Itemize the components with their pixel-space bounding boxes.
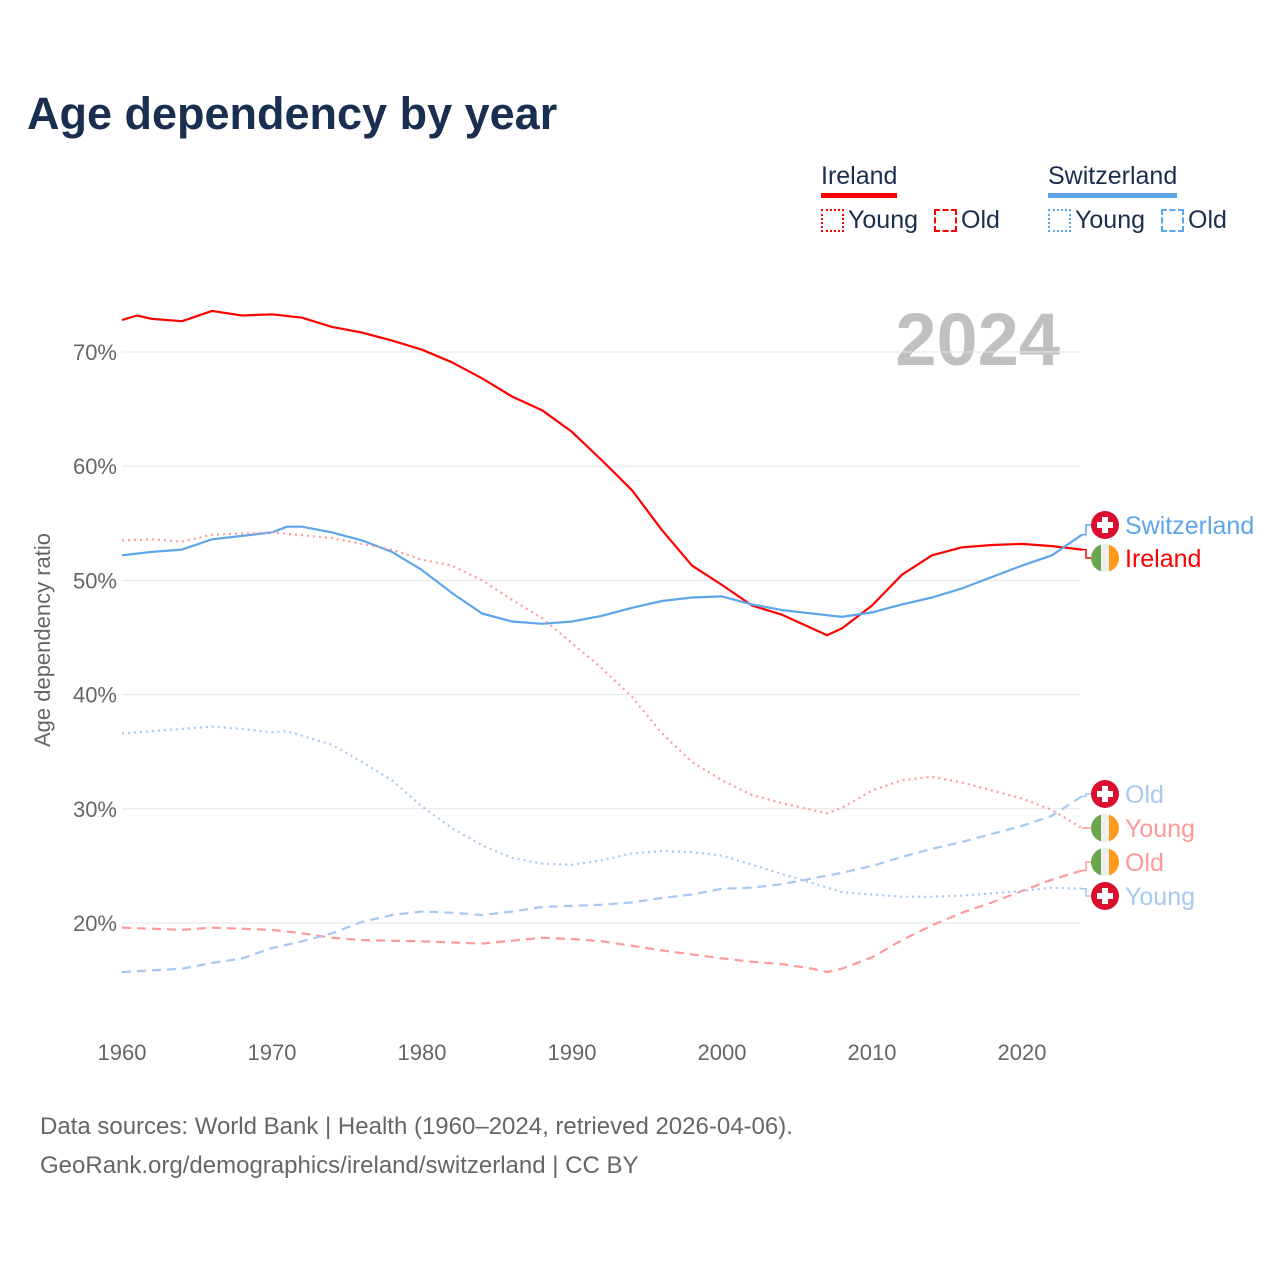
- x-tick-label: 1990: [548, 1040, 597, 1065]
- x-tick-label: 1960: [98, 1040, 147, 1065]
- flag-green: [1091, 544, 1101, 572]
- y-tick-label: 20%: [73, 911, 117, 936]
- ireland-flag-icon: [1091, 544, 1119, 572]
- flag-green: [1091, 814, 1101, 842]
- x-tick-label: 1980: [398, 1040, 447, 1065]
- flag-orange: [1109, 814, 1119, 842]
- connector-ireland: [1082, 548, 1094, 559]
- y-tick-label: 40%: [73, 683, 117, 708]
- legend-ireland-old[interactable]: Old: [934, 206, 1000, 235]
- dashed-swatch-icon: [934, 209, 957, 232]
- legend-item-label: Young: [848, 206, 918, 234]
- flag-cross: [1097, 791, 1113, 797]
- connector-switzerland: [1082, 524, 1094, 536]
- legend-ireland[interactable]: Ireland Young Old: [821, 162, 1000, 235]
- end-label-ireland-old: Old: [1125, 849, 1164, 877]
- legend-item-label: Old: [961, 206, 1000, 234]
- legend-ireland-young[interactable]: Young: [821, 206, 918, 235]
- flag-orange: [1109, 544, 1119, 572]
- end-label-switzerland: Switzerland: [1125, 512, 1254, 540]
- switzerland-flag-icon: [1091, 780, 1119, 808]
- footer: Data sources: World Bank | Health (1960–…: [40, 1107, 793, 1185]
- flag-white: [1101, 848, 1109, 876]
- y-tick-label: 50%: [73, 568, 117, 593]
- ireland-flag-icon: [1091, 814, 1119, 842]
- series-line-ireland: [121, 309, 1083, 637]
- source-link[interactable]: GeoRank.org/demographics/ireland/switzer…: [40, 1152, 639, 1179]
- connector-switzerland-young: [1082, 887, 1094, 897]
- legend-switzerland-old[interactable]: Old: [1161, 206, 1227, 235]
- switzerland-flag-icon: [1091, 511, 1119, 539]
- legend-switzerland-label: Switzerland: [1048, 162, 1178, 198]
- flag-white: [1101, 814, 1109, 842]
- x-tick-label: 2010: [848, 1040, 897, 1065]
- series-line-switzerland-young: [121, 725, 1083, 898]
- y-tick-label: 70%: [73, 340, 117, 365]
- x-tick-label: 2000: [698, 1040, 747, 1065]
- legend-item-label: Old: [1188, 206, 1227, 234]
- legend-item-label: Young: [1075, 206, 1145, 234]
- switzerland-flag-icon: [1091, 882, 1119, 910]
- connector-ireland-old: [1082, 861, 1094, 872]
- y-tick-label: 30%: [73, 797, 117, 822]
- end-label-ireland: Ireland: [1125, 545, 1201, 573]
- year-watermark: 2024: [895, 298, 1060, 381]
- end-label-switzerland-young: Young: [1125, 883, 1195, 911]
- dotted-swatch-icon: [821, 209, 844, 232]
- y-axis-label: Age dependency ratio: [30, 533, 55, 747]
- flag-green: [1091, 848, 1101, 876]
- legend-switzerland[interactable]: Switzerland Young Old: [1048, 162, 1227, 235]
- data-source-text: Data sources: World Bank | Health (1960–…: [40, 1113, 793, 1140]
- flag-cross: [1097, 893, 1113, 899]
- flag-cross: [1097, 522, 1113, 528]
- series-line-switzerland-old: [121, 795, 1083, 974]
- chart-title: Age dependency by year: [27, 88, 558, 139]
- flag-orange: [1109, 848, 1119, 876]
- flag-white: [1101, 544, 1109, 572]
- end-label-ireland-young: Young: [1125, 815, 1195, 843]
- series-line-ireland-young: [121, 531, 1083, 830]
- series-line-switzerland: [121, 525, 1083, 625]
- legend-switzerland-young[interactable]: Young: [1048, 206, 1145, 235]
- x-tick-label: 2020: [998, 1040, 1047, 1065]
- connector-switzerland-old: [1082, 793, 1094, 797]
- legend-ireland-label: Ireland: [821, 162, 898, 198]
- dashed-swatch-icon: [1161, 209, 1184, 232]
- dotted-swatch-icon: [1048, 209, 1071, 232]
- ireland-flag-icon: [1091, 848, 1119, 876]
- end-label-switzerland-old: Old: [1125, 781, 1164, 809]
- y-tick-label: 60%: [73, 454, 117, 479]
- x-tick-label: 1970: [248, 1040, 297, 1065]
- series-line-ireland-old: [121, 869, 1083, 974]
